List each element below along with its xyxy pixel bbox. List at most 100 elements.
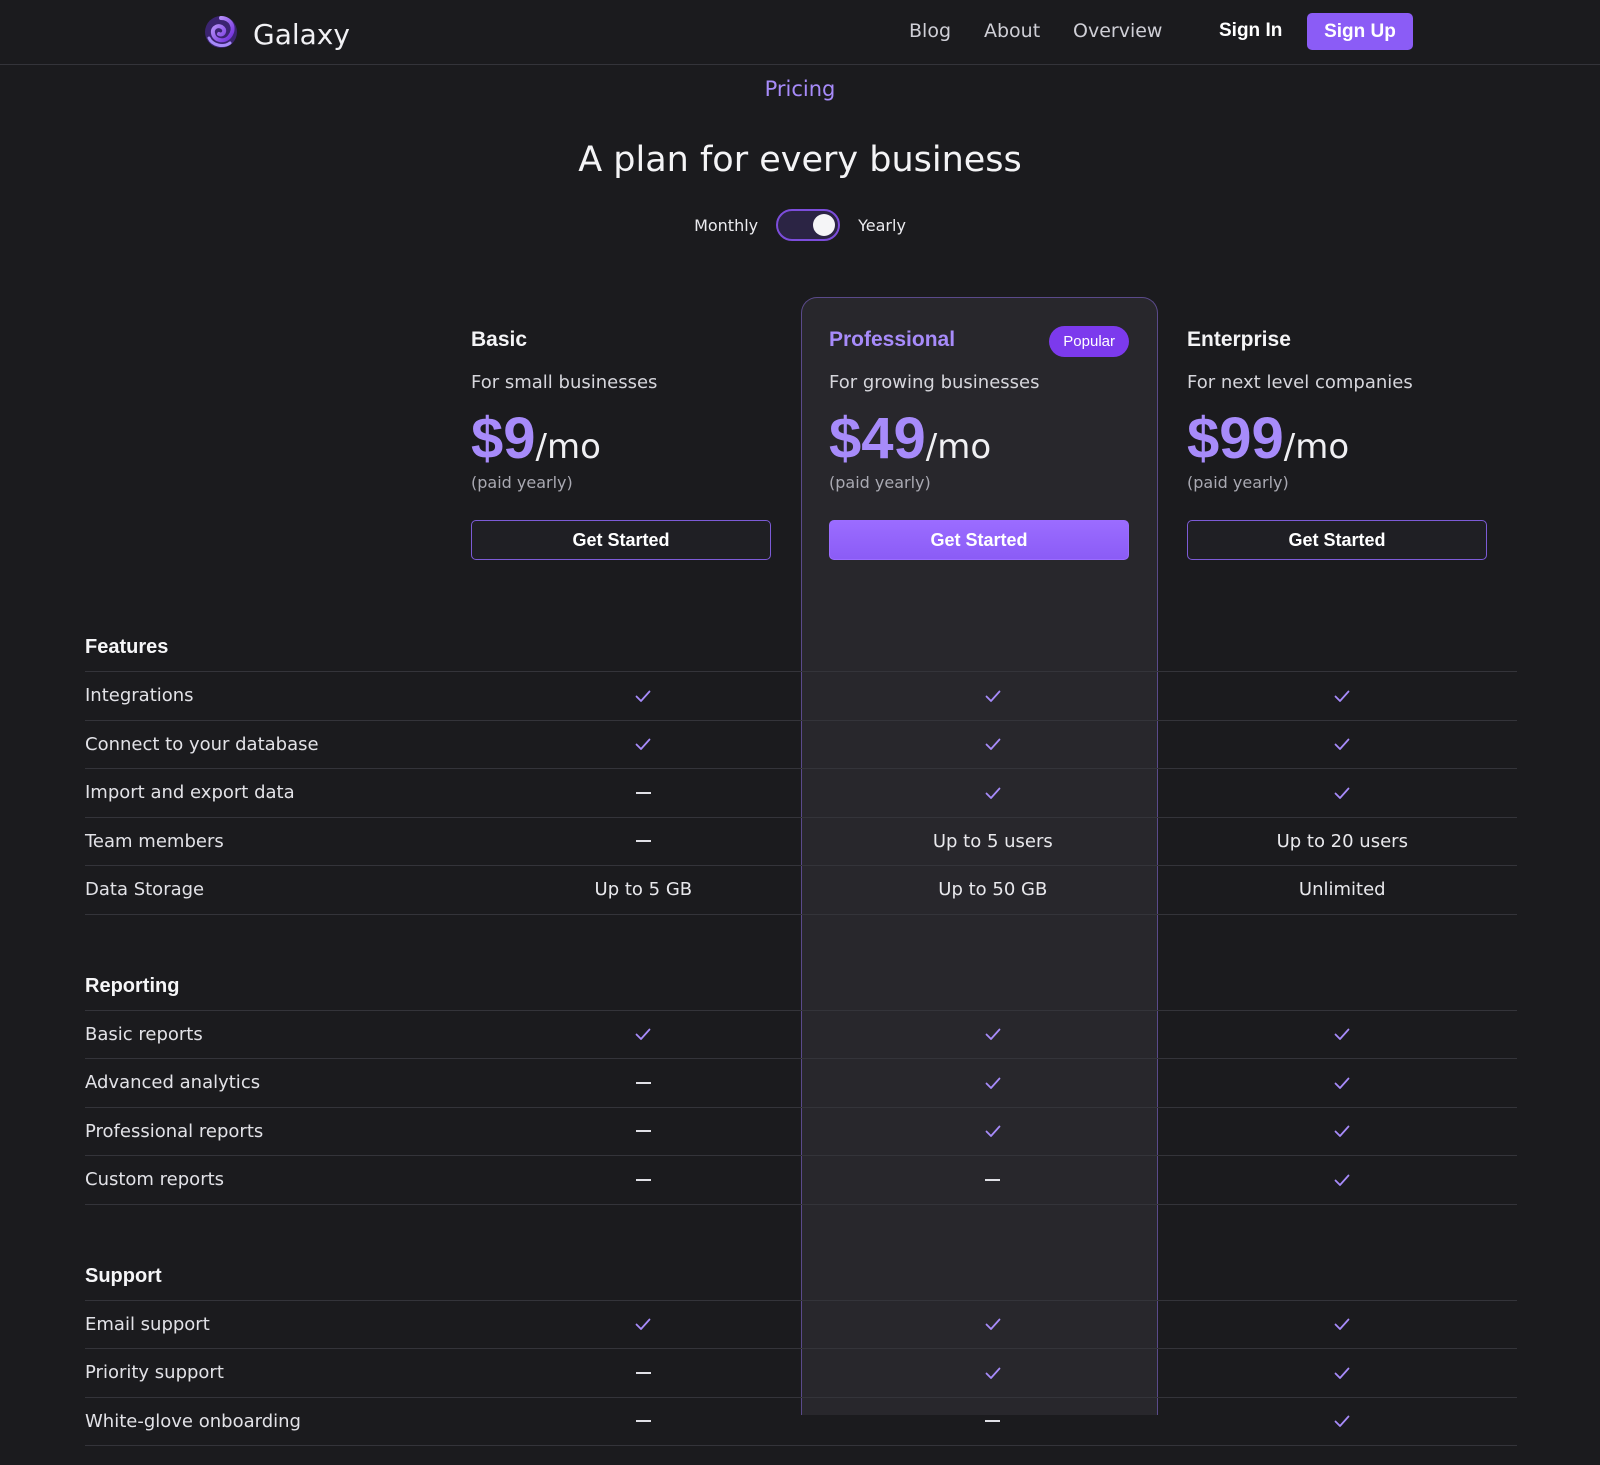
check-icon [1168,1074,1517,1092]
brand-logo[interactable]: Galaxy [203,14,350,55]
dash-icon [635,1420,651,1423]
check-icon [818,1315,1167,1333]
table-row: Priority support [85,1349,1517,1398]
check-icon [818,1074,1167,1092]
dash-icon [635,791,651,794]
plan-name: Enterprise [1187,328,1291,351]
row-label: Advanced analytics [85,1072,261,1094]
row-label: Team members [85,830,224,852]
pricing-eyebrow: Pricing [764,77,836,101]
section-spacer [85,1205,1517,1249]
plan-basic: Basic For small businesses $9 /mo (paid … [471,328,771,560]
sign-in-link[interactable]: Sign In [1219,20,1283,41]
check-icon [818,1025,1167,1043]
dash-icon [469,1420,818,1423]
billing-toggle-row: Monthly Yearly [0,209,1600,241]
cell-value: Up to 20 users [1276,830,1408,852]
nav-link-about[interactable]: About [984,20,1041,42]
table-row: White-glove onboarding [85,1398,1517,1446]
check-icon [469,735,818,753]
table-row: Advanced analytics [85,1059,1517,1108]
check-icon [1168,687,1517,705]
plan-price: $99 /mo [1187,405,1487,471]
table-row: Integrations [85,672,1517,721]
check-icon [818,1122,1167,1140]
check-icon [818,1364,1167,1382]
section-title: Support [85,1249,1517,1301]
billing-toggle[interactable] [776,209,841,241]
row-label: Integrations [85,685,194,707]
check-icon [469,1315,818,1333]
check-icon [469,1025,818,1043]
plan-billing-note: (paid yearly) [829,473,931,492]
row-label: Data Storage [85,879,205,901]
dash-icon [635,1081,651,1084]
cell-value: Unlimited [1298,879,1386,901]
table-row: Basic reports [85,1011,1517,1059]
page-title: A plan for every business [578,140,1022,180]
table-row: Connect to your database [85,721,1517,769]
plan-description: For next level companies [1187,372,1413,393]
get-started-button[interactable]: Get Started [829,520,1129,560]
plan-billing-note: (paid yearly) [1187,473,1289,492]
nav-link-overview[interactable]: Overview [1073,20,1163,42]
row-label: Import and export data [85,782,295,804]
table-row: Email support [85,1301,1517,1349]
row-label: Basic reports [85,1023,203,1045]
popular-badge: Popular [1049,326,1129,357]
plan-enterprise: Enterprise For next level companies $99 … [1187,328,1487,560]
cell-value: Up to 5 GB [594,879,693,901]
price-amount: $49 [829,406,926,471]
dash-icon [985,1178,1001,1181]
dash-icon [818,1178,1167,1181]
plan-price: $9 /mo [471,405,771,471]
plan-price: $49 /mo [829,405,1129,471]
dash-icon [635,1178,651,1181]
section-spacer [85,915,1517,959]
check-icon [1168,735,1517,753]
get-started-button[interactable]: Get Started [1187,520,1487,560]
galaxy-swirl-icon [203,14,239,55]
check-icon [1168,1412,1517,1430]
dash-icon [469,791,818,794]
check-icon [1168,1025,1517,1043]
dash-icon [635,1371,651,1374]
row-label: Custom reports [85,1169,225,1191]
check-icon [1168,1122,1517,1140]
plan-description: For growing businesses [829,372,1040,393]
monthly-label[interactable]: Monthly [694,215,759,235]
dash-icon [469,1130,818,1133]
section-title: Reporting [85,959,1517,1011]
price-unit: /mo [925,427,992,467]
dash-icon [818,1420,1167,1423]
row-label: Email support [85,1313,210,1335]
sign-up-button[interactable]: Sign Up [1307,13,1413,50]
plan-professional: Professional Popular For growing busines… [829,326,1129,560]
price-amount: $9 [471,406,536,471]
plan-billing-note: (paid yearly) [471,473,573,492]
plan-name: Basic [471,328,528,351]
dash-icon [469,840,818,843]
get-started-button[interactable]: Get Started [471,520,771,560]
plan-name: Professional [829,328,956,351]
row-label: Professional reports [85,1120,264,1142]
comparison-table: Features Integrations Connect to your data… [85,620,1517,1446]
price-unit: /mo [1283,427,1350,467]
nav-link-blog[interactable]: Blog [909,20,951,42]
price-amount: $99 [1187,406,1284,471]
check-icon [1168,1364,1517,1382]
dash-icon [469,1371,818,1374]
dash-icon [469,1178,818,1181]
check-icon [1168,784,1517,802]
check-icon [1168,1171,1517,1189]
cell-value: Up to 50 GB [938,879,1048,901]
table-row: Data Storage Up to 5 GB Up to 50 GB Unlimit… [85,866,1517,915]
cell-value: Up to 5 users [932,830,1053,852]
check-icon [818,784,1167,802]
top-nav: Galaxy Blog About Overview Sign In Sign … [0,0,1600,65]
professional-plan-panel [801,297,1158,1415]
row-label: White-glove onboarding [85,1410,301,1432]
check-icon [818,687,1167,705]
yearly-label[interactable]: Yearly [858,215,906,235]
dash-icon [469,1081,818,1084]
